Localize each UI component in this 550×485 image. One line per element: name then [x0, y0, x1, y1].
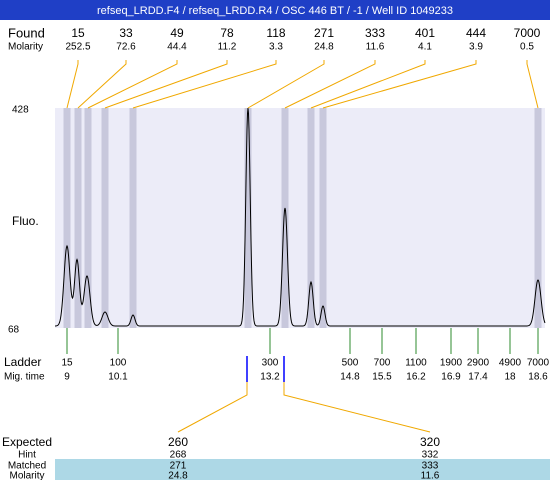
expected-connector — [283, 382, 431, 433]
matched-molarity: 11.6 — [421, 471, 440, 480]
ladder-time: 16.2 — [406, 372, 426, 383]
peak-band — [74, 108, 82, 328]
mig-time-label: Mig. time — [4, 372, 45, 383]
y-bottom-label: 68 — [8, 325, 20, 336]
found-molarity: 24.8 — [314, 42, 334, 53]
peak-band — [244, 108, 252, 328]
hint-label: Hint — [18, 450, 36, 461]
matched-size: 271 — [170, 461, 187, 472]
found-molarity: 252.5 — [65, 42, 90, 53]
matched-label: Matched — [8, 461, 46, 472]
found-size: 7000 — [514, 26, 541, 40]
matched-size: 333 — [422, 461, 439, 472]
connector — [87, 60, 178, 109]
connector — [77, 60, 127, 109]
ladder-size: 1900 — [440, 358, 463, 369]
molarity-label: Molarity — [8, 42, 43, 53]
plot-area — [55, 108, 545, 328]
found-size: 33 — [119, 26, 133, 40]
found-size: 271 — [314, 26, 334, 40]
found-size: 444 — [466, 26, 486, 40]
expected-size: 320 — [420, 435, 440, 449]
ladder-time: 10.1 — [108, 372, 128, 383]
peak-band — [84, 108, 92, 328]
connector — [310, 60, 426, 109]
found-molarity: 3.3 — [269, 42, 283, 53]
ladder-time: 18.6 — [528, 372, 548, 383]
connector — [284, 60, 376, 109]
ladder-time: 13.2 — [260, 372, 280, 383]
connector — [322, 60, 477, 109]
ladder-time: 16.9 — [441, 372, 461, 383]
matched-highlight — [55, 459, 550, 480]
found-size: 401 — [415, 26, 435, 40]
found-molarity: 3.9 — [469, 42, 483, 53]
found-molarity: 44.4 — [167, 42, 187, 53]
found-molarity: 72.6 — [116, 42, 136, 53]
connector — [66, 60, 79, 109]
found-size: 15 — [71, 26, 85, 40]
expected-connector — [177, 382, 248, 433]
ladder-size: 4900 — [499, 358, 522, 369]
found-molarity: 4.1 — [418, 42, 432, 53]
found-size: 333 — [365, 26, 385, 40]
connector — [104, 60, 228, 109]
y-top-label: 428 — [12, 105, 29, 116]
ladder-label: Ladder — [4, 355, 41, 369]
peak-band — [101, 108, 109, 328]
peak-band — [281, 108, 289, 328]
expected-label: Expected — [2, 435, 52, 449]
peak-band — [307, 108, 315, 328]
found-size: 118 — [266, 26, 285, 40]
peak-band — [63, 108, 71, 328]
ladder-size: 100 — [110, 358, 127, 369]
peak-band — [319, 108, 327, 328]
ladder-time: 17.4 — [468, 372, 488, 383]
ladder-time: 18 — [504, 372, 516, 383]
expected-size: 260 — [168, 435, 188, 449]
found-molarity: 11.2 — [218, 42, 237, 53]
ladder-time: 14.8 — [340, 372, 360, 383]
ladder-size: 300 — [262, 358, 279, 369]
ladder-size: 500 — [342, 358, 359, 369]
ladder-time: 9 — [64, 372, 70, 383]
found-molarity: 11.6 — [366, 42, 385, 53]
y-axis-label: Fluo. — [12, 214, 39, 228]
connector — [526, 60, 539, 109]
peak-band — [534, 108, 542, 328]
ladder-time: 15.5 — [372, 372, 392, 383]
hint-size: 332 — [422, 450, 439, 461]
matched-molarity: 24.8 — [168, 471, 188, 480]
found-molarity: 0.5 — [520, 42, 534, 53]
found-size: 78 — [220, 26, 234, 40]
ladder-size: 2900 — [467, 358, 490, 369]
found-size: 49 — [170, 26, 184, 40]
found-label: Found — [8, 25, 45, 40]
ladder-size: 15 — [61, 358, 73, 369]
connector — [247, 60, 325, 109]
ladder-size: 7000 — [527, 358, 550, 369]
hint-size: 268 — [170, 450, 187, 461]
trace — [54, 107, 546, 327]
header-title: refseq_LRDD.F4 / refseq_LRDD.R4 / OSC 44… — [97, 5, 453, 17]
connector — [132, 60, 277, 109]
ladder-size: 1100 — [405, 358, 427, 369]
header-bar — [0, 0, 550, 20]
ladder-size: 700 — [374, 358, 391, 369]
peak-band — [129, 108, 137, 328]
molarity-row-label: Molarity — [9, 471, 44, 480]
